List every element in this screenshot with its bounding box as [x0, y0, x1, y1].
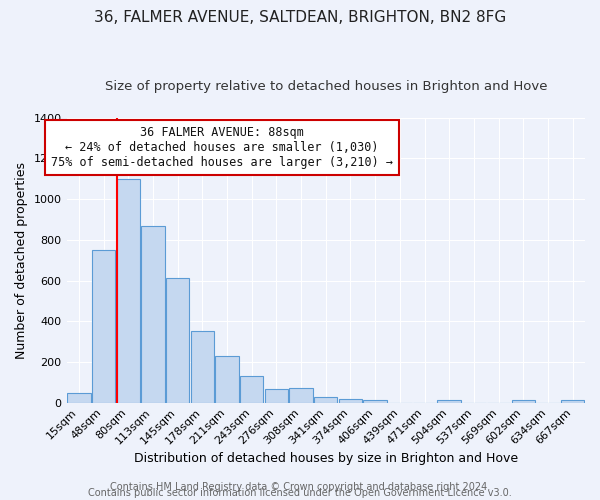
Title: Size of property relative to detached houses in Brighton and Hove: Size of property relative to detached ho…	[104, 80, 547, 93]
Bar	[265, 390, 288, 402]
Bar	[339, 398, 362, 402]
Bar	[240, 376, 263, 402]
Bar	[289, 388, 313, 402]
Bar	[437, 400, 461, 402]
Bar	[67, 392, 91, 402]
Bar	[561, 400, 584, 402]
Text: 36, FALMER AVENUE, SALTDEAN, BRIGHTON, BN2 8FG: 36, FALMER AVENUE, SALTDEAN, BRIGHTON, B…	[94, 10, 506, 25]
Text: Contains public sector information licensed under the Open Government Licence v3: Contains public sector information licen…	[88, 488, 512, 498]
Bar	[364, 400, 387, 402]
Bar	[314, 397, 337, 402]
Bar	[215, 356, 239, 403]
Bar	[92, 250, 115, 402]
Y-axis label: Number of detached properties: Number of detached properties	[15, 162, 28, 358]
Text: 36 FALMER AVENUE: 88sqm
← 24% of detached houses are smaller (1,030)
75% of semi: 36 FALMER AVENUE: 88sqm ← 24% of detache…	[51, 126, 393, 170]
Bar	[141, 226, 164, 402]
Text: Contains HM Land Registry data © Crown copyright and database right 2024.: Contains HM Land Registry data © Crown c…	[110, 482, 490, 492]
Bar	[116, 179, 140, 402]
X-axis label: Distribution of detached houses by size in Brighton and Hove: Distribution of detached houses by size …	[134, 452, 518, 465]
Bar	[512, 400, 535, 402]
Bar	[191, 332, 214, 402]
Bar	[166, 278, 190, 402]
